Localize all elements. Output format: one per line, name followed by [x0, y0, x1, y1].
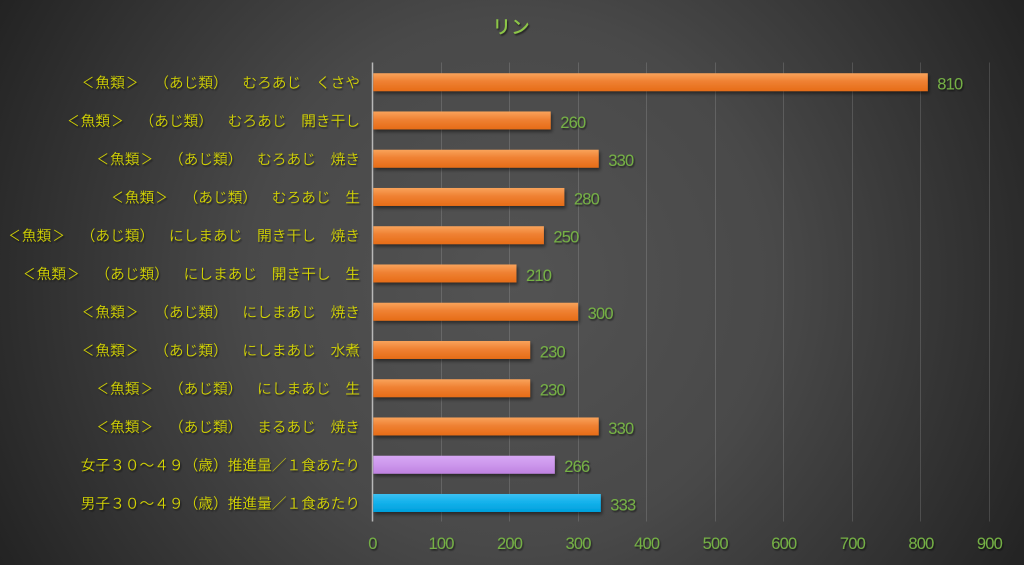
svg-text:500: 500 — [703, 535, 729, 553]
svg-text:800: 800 — [908, 535, 934, 553]
svg-text:230: 230 — [540, 382, 566, 400]
svg-text:330: 330 — [608, 420, 634, 438]
svg-text:400: 400 — [634, 535, 660, 553]
svg-text:0: 0 — [368, 535, 377, 553]
svg-text:330: 330 — [608, 152, 634, 170]
svg-text:200: 200 — [497, 535, 523, 553]
svg-text:810: 810 — [937, 76, 963, 94]
svg-text:210: 210 — [526, 267, 552, 285]
svg-text:260: 260 — [560, 114, 586, 132]
svg-text:300: 300 — [566, 535, 592, 553]
svg-text:700: 700 — [840, 535, 866, 553]
svg-text:250: 250 — [553, 229, 579, 247]
svg-text:266: 266 — [564, 458, 590, 476]
svg-text:300: 300 — [588, 305, 614, 323]
svg-text:100: 100 — [429, 535, 455, 553]
svg-text:230: 230 — [540, 343, 566, 361]
svg-text:280: 280 — [574, 190, 600, 208]
svg-text:600: 600 — [771, 535, 797, 553]
svg-text:333: 333 — [610, 496, 636, 514]
svg-text:900: 900 — [977, 535, 1003, 553]
